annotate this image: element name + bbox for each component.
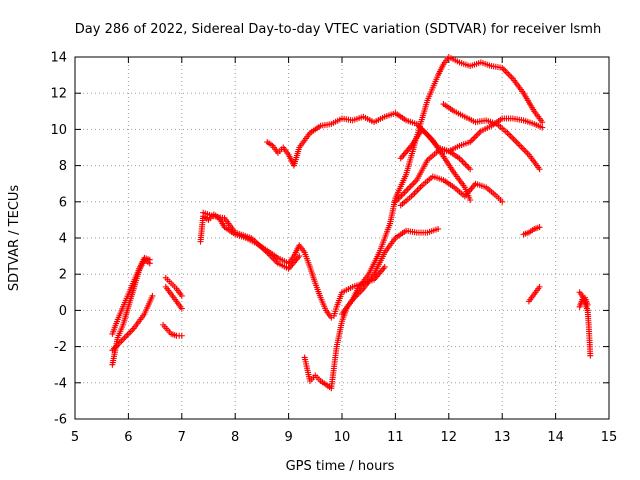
data-point	[536, 166, 543, 173]
x-axis-label: GPS time / hours	[286, 459, 395, 474]
data-point	[587, 352, 594, 359]
data-points	[109, 54, 594, 392]
series-sat-o	[397, 126, 474, 203]
data-point	[499, 198, 506, 205]
data-point	[149, 292, 156, 299]
series-sat-e	[162, 283, 185, 312]
y-tick-label: 0	[59, 304, 67, 319]
series-sat-j	[301, 54, 546, 392]
data-point	[178, 332, 185, 339]
x-tick-label: 7	[178, 430, 186, 445]
series-sat-b	[109, 254, 153, 337]
data-point	[539, 124, 546, 131]
y-tick-label: 14	[50, 51, 67, 66]
x-tick-label: 12	[441, 430, 458, 445]
data-point	[467, 166, 474, 173]
series-sat-k	[339, 225, 442, 318]
grid	[75, 57, 609, 419]
data-point	[539, 119, 546, 126]
y-tick-label: 8	[59, 159, 67, 174]
y-tick-label: 12	[50, 87, 67, 102]
x-tick-label: 6	[124, 430, 132, 445]
x-tick-label: 14	[547, 430, 564, 445]
series-sat-p	[520, 224, 543, 238]
y-tick-label: 6	[59, 195, 67, 210]
series-sat-h	[200, 209, 303, 272]
y-tick-label: 10	[50, 123, 67, 138]
y-tick-label: -2	[54, 340, 67, 355]
series-sat-d	[162, 274, 185, 299]
data-point	[584, 301, 591, 308]
data-point	[178, 292, 185, 299]
x-tick-label: 11	[387, 430, 404, 445]
x-tick-label: 9	[284, 430, 292, 445]
series-sat-i	[264, 110, 546, 169]
data-point	[536, 283, 543, 290]
x-tick-label: 10	[334, 430, 351, 445]
y-tick-label: -6	[54, 413, 67, 428]
series-sat-c	[109, 292, 156, 354]
series-sat-q	[525, 283, 543, 305]
series-sat-s	[576, 294, 591, 310]
x-tick-label: 13	[494, 430, 511, 445]
y-tick-label: 4	[59, 232, 67, 247]
series-sat-m	[397, 173, 506, 209]
data-point	[178, 305, 185, 312]
series-sat-l	[392, 148, 474, 205]
data-point	[435, 225, 442, 232]
data-point	[146, 256, 153, 263]
x-tick-label: 8	[231, 430, 239, 445]
data-point	[536, 224, 543, 231]
axis-ticks: 5 6 7 8 9 10 11 12 13 14 15 -6 -4 -2 0 2 4 6 8 10 12 14	[50, 51, 617, 446]
chart-title: Day 286 of 2022, Sidereal Day-to-day VTE…	[75, 22, 601, 37]
series-sat-f	[160, 321, 185, 339]
y-tick-label: 2	[59, 268, 67, 283]
y-tick-label: -4	[54, 376, 67, 391]
y-axis-label: SDTVAR / TECUs	[7, 185, 22, 292]
x-tick-label: 5	[71, 430, 79, 445]
data-point	[467, 196, 474, 203]
data-point	[296, 253, 303, 260]
series-sat-n	[440, 101, 543, 173]
x-tick-label: 15	[601, 430, 618, 445]
data-point	[381, 263, 388, 270]
